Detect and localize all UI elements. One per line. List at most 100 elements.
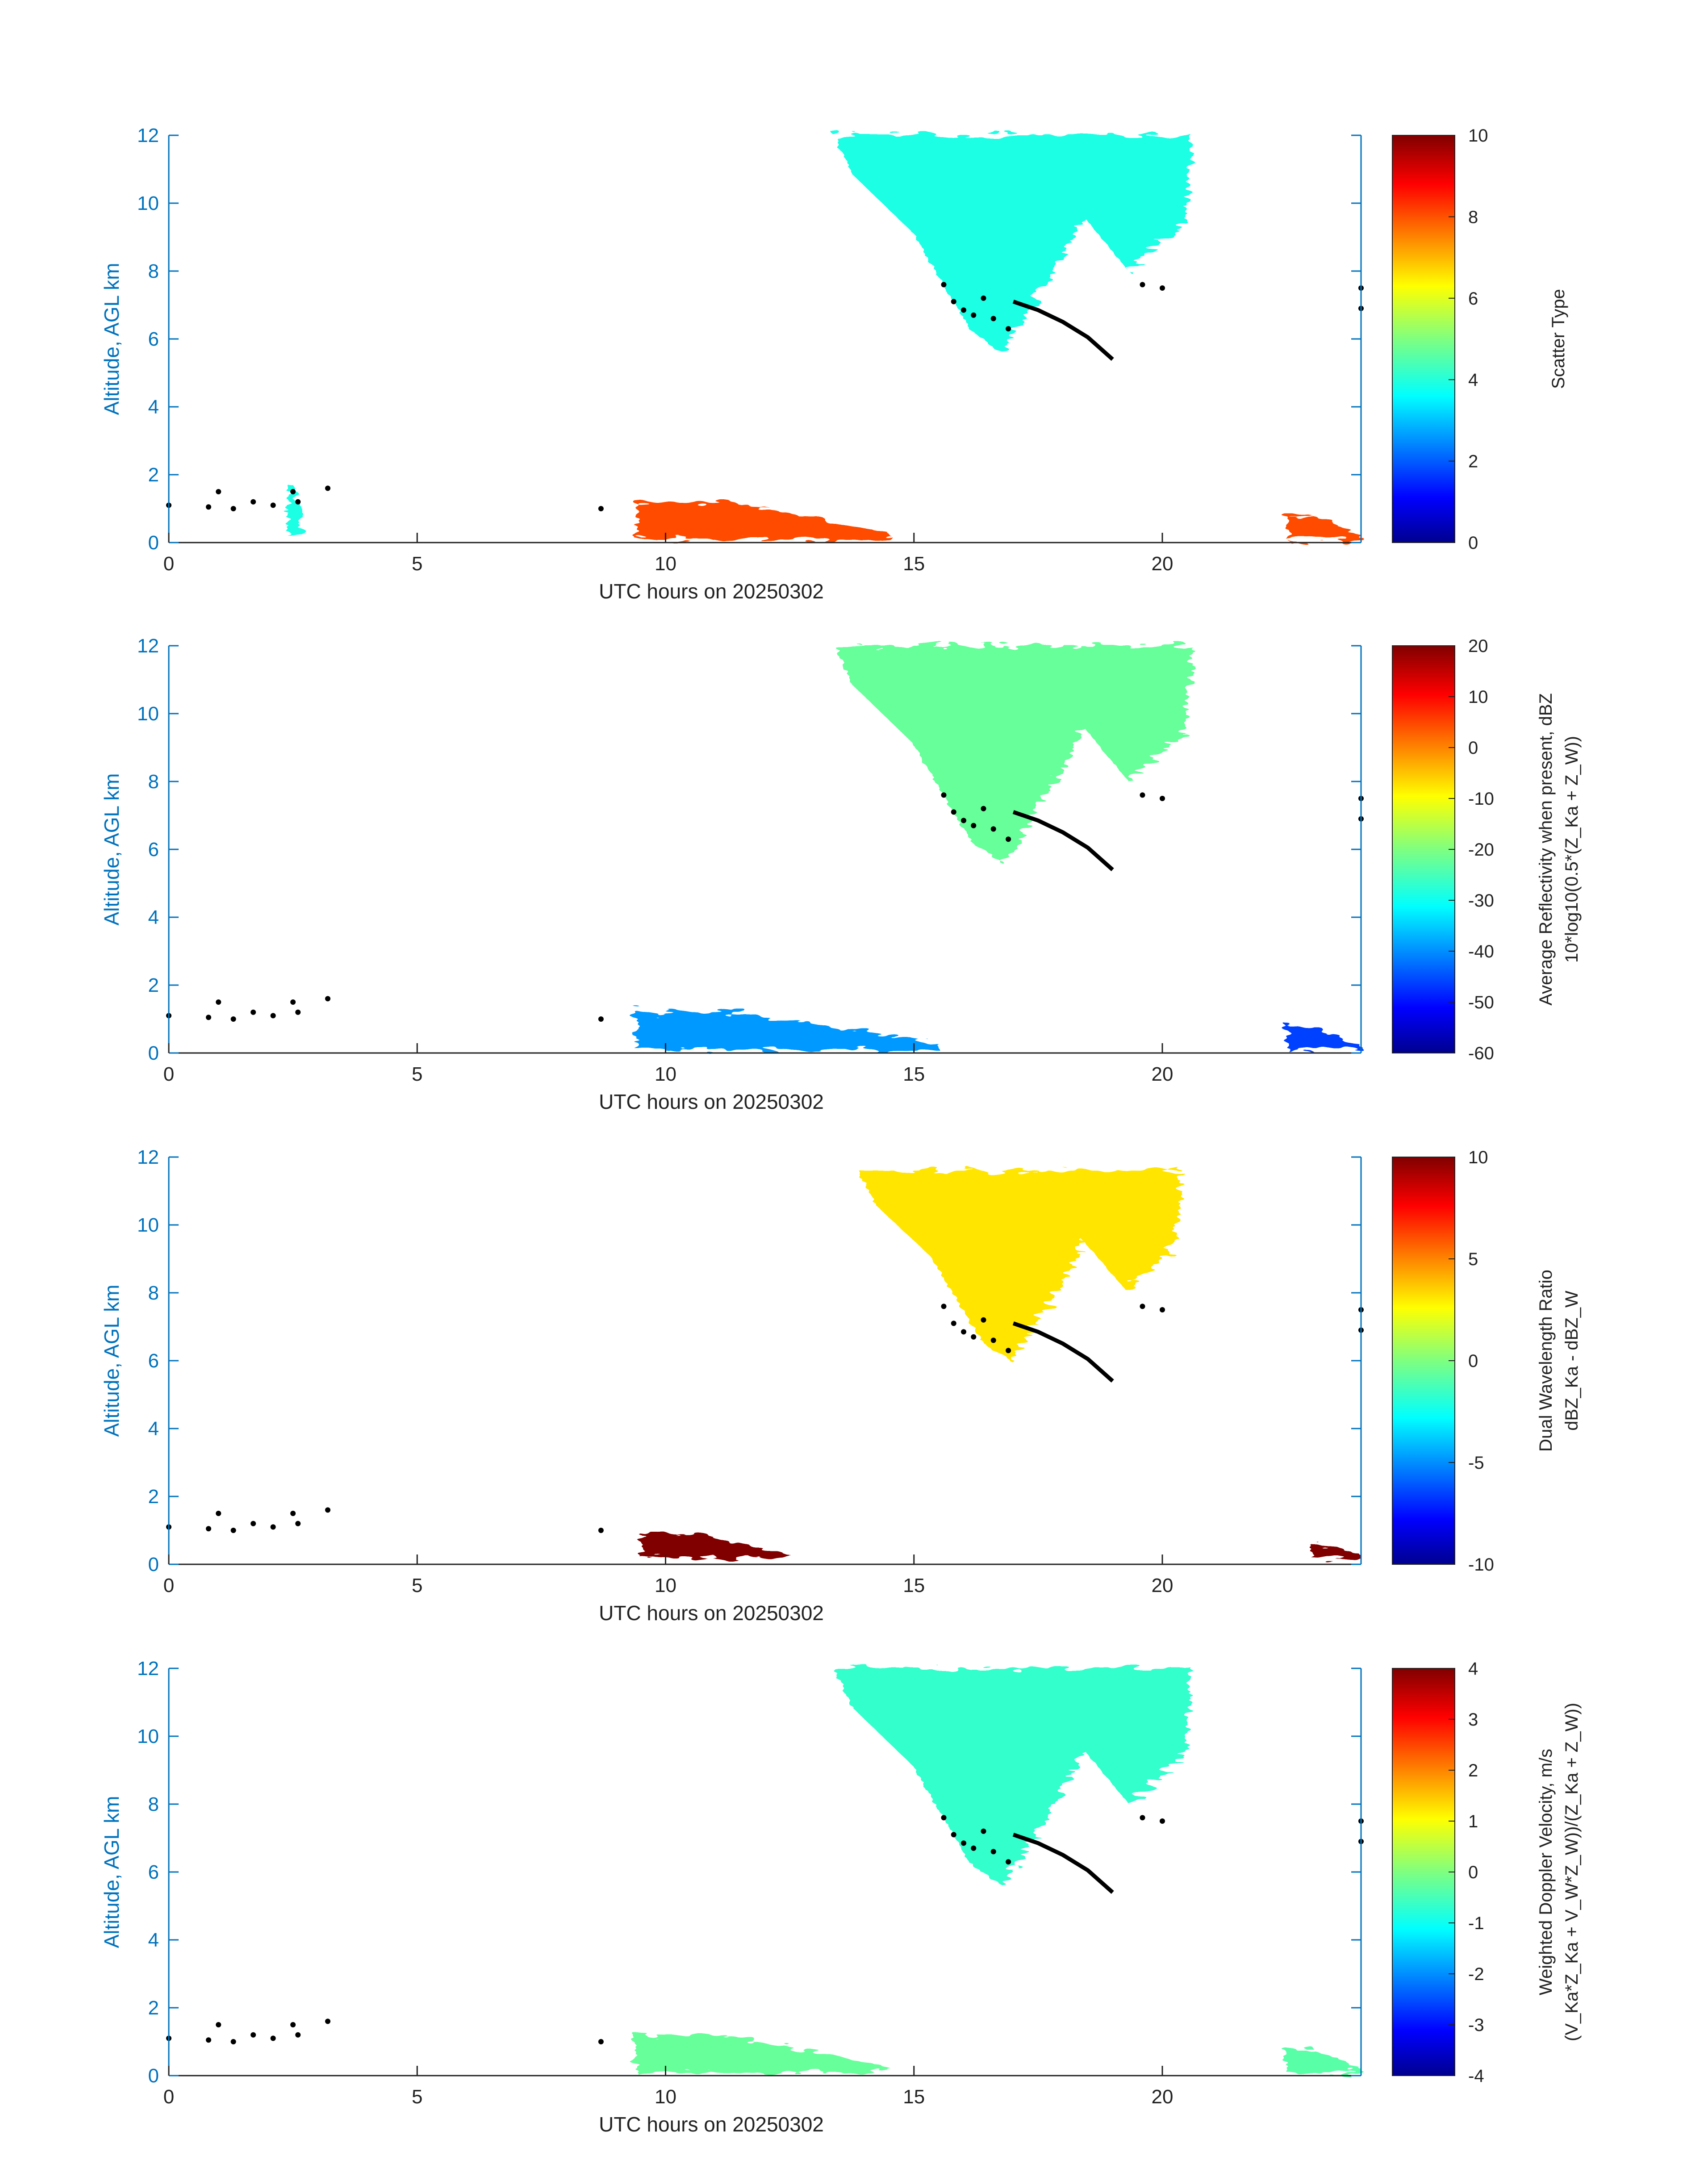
detection-point — [1160, 285, 1165, 291]
detection-point — [230, 2039, 236, 2044]
colorbar: -10 -5 0 5 10 Dual Wavelength Ratio dBZ_Ka - d… — [1392, 1148, 1582, 1575]
y-tick-label: 12 — [137, 1146, 159, 1168]
x-tick-label: 10 — [655, 1063, 677, 1085]
detection-point — [230, 1528, 236, 1533]
detection-point — [295, 1521, 301, 1526]
colorbar-tick-label: -40 — [1468, 942, 1494, 961]
panel-2: 0 2 4 6 8 10 12 0 5 10 15 20 UTC hours on 20250302 Al… — [100, 635, 1582, 1113]
colorbar-tick-label: -1 — [1468, 1914, 1484, 1933]
data-regions — [635, 1668, 1361, 2073]
colorbar-tick-label: -20 — [1468, 840, 1494, 860]
y-tick-label: 6 — [148, 328, 159, 350]
colorbar-tick-label: -50 — [1468, 993, 1494, 1012]
colorbar-tick-label: 0 — [1468, 1351, 1478, 1371]
detection-markers — [166, 282, 1364, 511]
detection-point — [598, 1016, 604, 1022]
detection-point — [981, 295, 986, 301]
detection-point — [1006, 1859, 1011, 1865]
detection-point — [270, 502, 276, 508]
cloud-base-line — [1012, 300, 1114, 361]
data-region — [635, 2035, 889, 2073]
detection-point — [251, 1009, 256, 1015]
detection-point — [951, 299, 956, 305]
x-tick-label: 5 — [412, 2086, 422, 2108]
colorbar-tick-label: -2 — [1468, 1964, 1484, 1984]
detection-point — [941, 1815, 947, 1821]
data-regions — [640, 1170, 1361, 1558]
x-tick-label: 20 — [1152, 1575, 1173, 1596]
colorbar-label: dBZ_Ka - dBZ_W — [1562, 1291, 1582, 1431]
detection-point — [971, 1334, 977, 1340]
y-tick-label: 6 — [148, 1861, 159, 1883]
y-tick-label: 0 — [148, 1554, 159, 1575]
detection-point — [951, 1320, 956, 1326]
x-tick-label: 5 — [412, 1575, 422, 1596]
detection-point — [1140, 792, 1145, 798]
detection-point — [325, 996, 330, 1002]
detection-point — [251, 1521, 256, 1526]
detection-point — [216, 999, 221, 1005]
colorbar-tick-label: 0 — [1468, 1863, 1478, 1882]
colorbar-gradient — [1392, 1157, 1455, 1565]
y-tick-label: 10 — [137, 703, 159, 725]
data-region — [1286, 2048, 1361, 2073]
detection-point — [961, 818, 966, 823]
colorbar-tick-label: 5 — [1468, 1249, 1478, 1269]
detection-markers — [166, 792, 1364, 1022]
colorbar-tick-label: -4 — [1468, 2066, 1484, 2086]
panel-3: 0 2 4 6 8 10 12 0 5 10 15 20 UTC hours on 20250302 Al… — [100, 1146, 1582, 1625]
colorbar-tick-label: 20 — [1468, 636, 1488, 656]
colorbar-gradient — [1392, 135, 1455, 543]
colorbar-tick-label: -30 — [1468, 891, 1494, 911]
detection-point — [1006, 1348, 1011, 1354]
colorbar-label: Scatter Type — [1549, 289, 1568, 389]
detection-point — [990, 316, 996, 322]
data-region — [288, 485, 303, 536]
detection-point — [941, 1304, 947, 1309]
colorbar-label: Average Reflectivity when present, dBZ — [1536, 693, 1556, 1006]
y-tick-label: 8 — [148, 260, 159, 282]
data-region — [640, 1534, 790, 1558]
data-region — [635, 501, 889, 539]
colorbar-tick-label: 0 — [1468, 533, 1478, 553]
y-tick-label: 8 — [148, 1793, 159, 1815]
detection-point — [961, 1840, 966, 1846]
detection-point — [295, 1009, 301, 1015]
detection-point — [1140, 1815, 1145, 1821]
data-region — [834, 646, 1192, 863]
x-tick-label: 0 — [163, 553, 174, 575]
y-tick-label: 4 — [148, 396, 159, 418]
detection-point — [1006, 836, 1011, 842]
cloud-base-line — [1012, 1833, 1114, 1894]
x-tick-label: 0 — [163, 1063, 174, 1085]
y-tick-label: 12 — [137, 1658, 159, 1680]
detection-point — [1140, 1304, 1145, 1309]
colorbar-tick-label: 6 — [1468, 289, 1478, 309]
detection-point — [295, 2032, 301, 2038]
detection-point — [206, 2037, 211, 2043]
detection-point — [325, 485, 330, 491]
detection-point — [981, 806, 986, 811]
cloud-base-line — [1012, 1321, 1114, 1383]
colorbar-label: (V_Ka*Z_Ka + V_W*Z_W))/(Z_Ka + Z_W)) — [1562, 1703, 1582, 2041]
y-tick-label: 4 — [148, 1929, 159, 1951]
colorbar-tick-label: 2 — [1468, 452, 1478, 472]
x-tick-label: 10 — [655, 1575, 677, 1596]
colorbar-label: Dual Wavelength Ratio — [1536, 1270, 1556, 1452]
y-tick-label: 2 — [148, 1486, 159, 1508]
colorbar: -60 -50 -40 -30 -20 -10 0 10 20 Average Reflectiv… — [1392, 636, 1582, 1063]
detection-point — [251, 2032, 256, 2038]
x-tick-label: 15 — [903, 553, 925, 575]
detection-point — [295, 499, 301, 505]
data-region — [635, 1012, 939, 1050]
detection-point — [290, 1511, 296, 1516]
colorbar-gradient — [1392, 1668, 1455, 2076]
data-region — [1311, 1544, 1361, 1558]
detection-point — [981, 1828, 986, 1834]
detection-point — [990, 826, 996, 832]
detection-markers — [166, 1815, 1364, 2044]
detection-point — [1160, 1818, 1165, 1824]
